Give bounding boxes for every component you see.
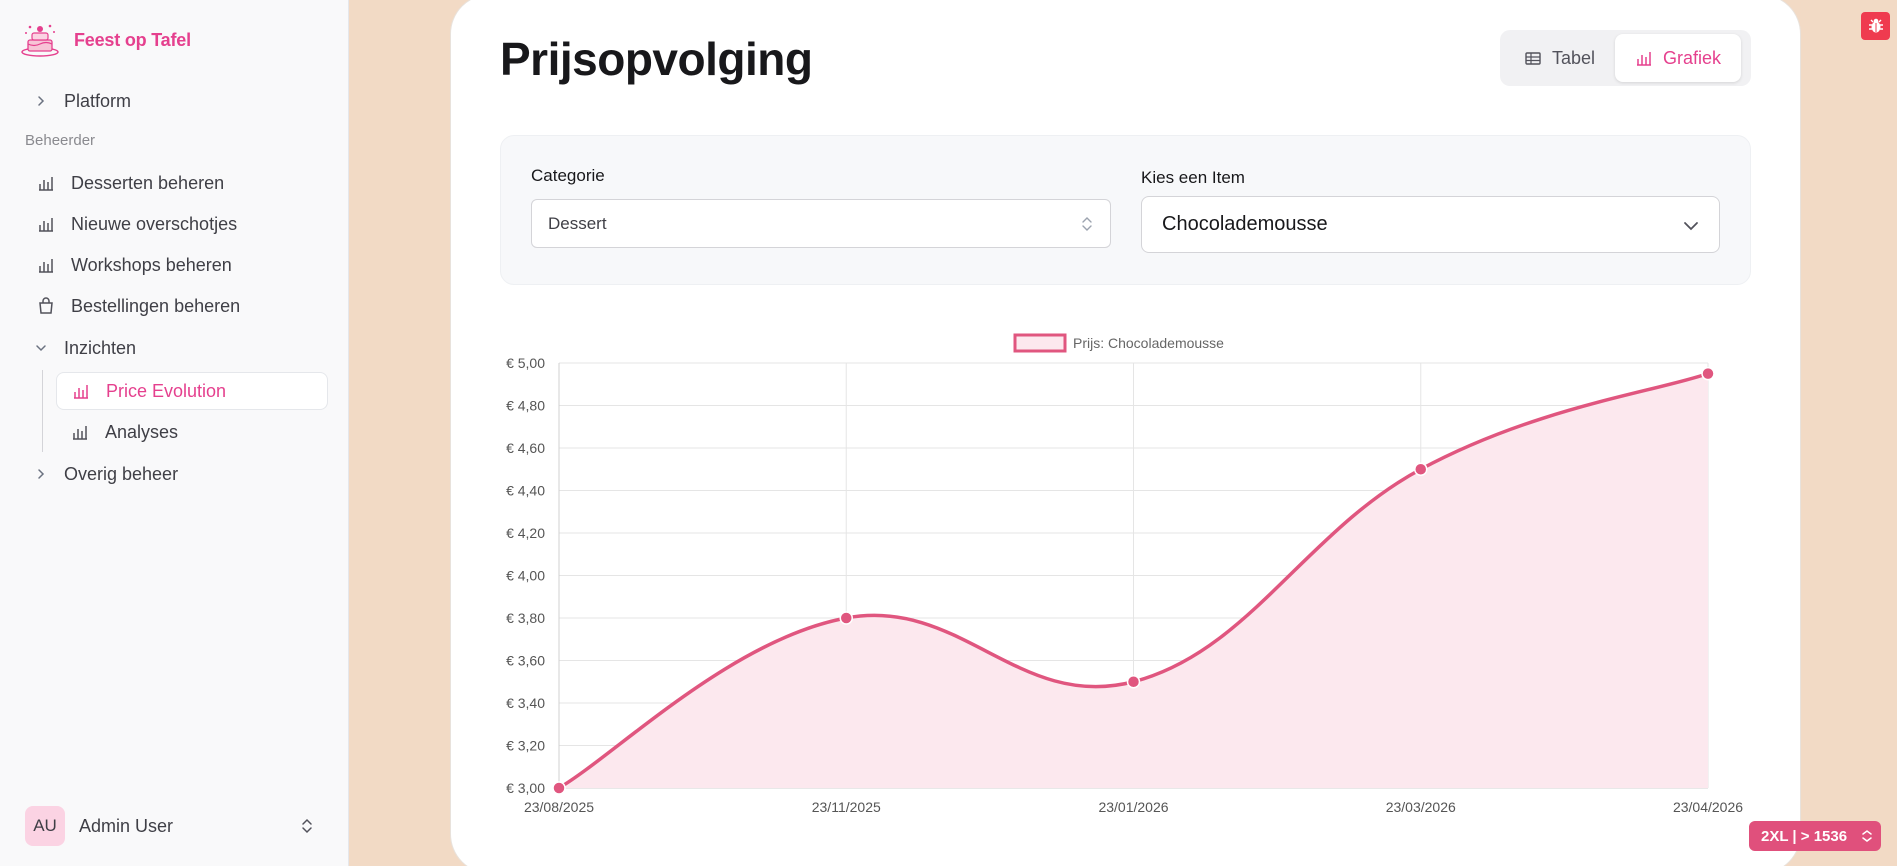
chart-area-fill xyxy=(559,373,1708,788)
sidebar-item-label: Analyses xyxy=(105,421,179,442)
nav-platform-label: Platform xyxy=(64,90,132,111)
sidebar-item-bestellingen[interactable]: Bestellingen beheren xyxy=(37,288,240,324)
chevron-down-icon xyxy=(36,345,46,352)
y-tick-label: € 3,20 xyxy=(506,738,545,754)
tab-grafiek-label: Grafiek xyxy=(1663,47,1722,68)
chart-point[interactable] xyxy=(839,611,853,625)
chevron-right-icon xyxy=(38,469,45,479)
cake-logo-icon xyxy=(21,24,59,57)
sidebar-item-price-evolution[interactable]: Price Evolution xyxy=(56,372,328,410)
item-select-value: Chocolademousse xyxy=(1162,213,1328,235)
bar-chart-icon xyxy=(73,426,87,440)
chart-x-ticks: 23/08/2025 23/11/2025 23/01/2026 23/03/2026… xyxy=(524,799,1743,815)
chevrons-up-down-icon xyxy=(1082,217,1092,231)
x-tick-label: 23/11/2025 xyxy=(812,799,881,815)
submenu-rail xyxy=(42,370,43,452)
chart-point[interactable] xyxy=(1701,366,1715,381)
chart-point[interactable] xyxy=(1126,675,1141,689)
sidebar-item-label: Bestellingen beheren xyxy=(71,295,241,316)
legend-swatch xyxy=(1013,333,1067,353)
chevron-down-icon xyxy=(1684,222,1698,231)
user-menu[interactable]: AU Admin User xyxy=(25,806,321,846)
chart-points xyxy=(552,366,1715,795)
avatar: AU xyxy=(25,806,65,846)
y-tick-label: € 3,40 xyxy=(506,695,545,711)
sidebar-item-label: Nieuwe overschotjes xyxy=(71,213,238,234)
y-tick-label: € 4,20 xyxy=(506,525,545,541)
category-select[interactable]: Dessert xyxy=(531,199,1111,248)
bar-chart-icon xyxy=(39,177,53,191)
sidebar-item-overschotjes[interactable]: Nieuwe overschotjes xyxy=(37,206,237,242)
tab-grafiek[interactable]: Grafiek xyxy=(1615,34,1742,82)
x-tick-label: 23/08/2025 xyxy=(524,799,594,815)
category-label: Categorie xyxy=(531,166,605,185)
x-tick-label: 23/03/2026 xyxy=(1386,799,1456,815)
chevron-right-icon xyxy=(38,96,45,106)
sidebar-item-workshops[interactable]: Workshops beheren xyxy=(37,247,232,283)
table-icon xyxy=(1525,52,1541,65)
y-tick-label: € 3,80 xyxy=(506,610,545,626)
brand[interactable]: Feest op Tafel xyxy=(20,22,191,58)
chevrons-up-down-icon xyxy=(302,818,312,834)
chart-point[interactable] xyxy=(552,781,566,795)
x-tick-label: 23/04/2026 xyxy=(1673,799,1743,815)
nav-overig-beheer[interactable]: Overig beheer xyxy=(34,456,178,492)
y-tick-label: € 4,60 xyxy=(506,440,545,456)
y-tick-label: € 5,00 xyxy=(506,355,545,371)
y-tick-label: € 4,40 xyxy=(506,483,545,499)
debug-button[interactable] xyxy=(1861,12,1890,40)
chart-point[interactable] xyxy=(1414,462,1428,476)
view-toggle: Tabel Grafiek xyxy=(1500,30,1751,86)
bar-chart-icon xyxy=(1637,52,1652,66)
sidebar-item-desserten[interactable]: Desserten beheren xyxy=(37,165,224,201)
y-tick-label: € 4,00 xyxy=(506,568,545,584)
x-tick-label: 23/01/2026 xyxy=(1098,799,1168,815)
tab-tabel-label: Tabel xyxy=(1552,47,1596,68)
breakpoint-badge[interactable]: 2XL | > 1536 xyxy=(1749,821,1881,851)
item-label: Kies een Item xyxy=(1141,168,1245,187)
bar-chart-icon xyxy=(39,259,53,273)
bug-icon xyxy=(1868,18,1883,33)
chevrons-up-down-icon xyxy=(1862,830,1872,842)
nav-platform[interactable]: Platform xyxy=(34,83,131,119)
bar-chart-icon xyxy=(74,385,88,399)
sidebar-item-label: Workshops beheren xyxy=(71,254,232,275)
nav-overig-label: Overig beheer xyxy=(64,463,179,484)
category-select-value: Dessert xyxy=(548,213,607,233)
sidebar-item-label: Desserten beheren xyxy=(71,172,225,193)
page-title: Prijsopvolging xyxy=(500,33,813,85)
brand-name: Feest op Tafel xyxy=(74,29,191,50)
bar-chart-icon xyxy=(39,218,53,232)
sidebar-item-analyses[interactable]: Analyses xyxy=(71,414,178,450)
shopping-bag-icon xyxy=(39,297,53,314)
user-name: Admin User xyxy=(79,815,174,836)
nav-inzichten-label: Inzichten xyxy=(64,337,137,358)
chart-y-ticks: € 3,00 € 3,20 € 3,40 € 3,60 € 3,80 € 4,00 € 4,… xyxy=(506,355,545,796)
tab-tabel[interactable]: Tabel xyxy=(1504,34,1615,82)
price-line-chart: € 3,00 € 3,20 € 3,40 € 3,60 € 3,80 € 4,00 € 4,… xyxy=(506,333,1743,815)
sidebar: Feest op Tafel Platform Beheerder Desser… xyxy=(0,0,349,866)
y-tick-label: € 4,80 xyxy=(506,398,545,414)
chart-legend[interactable]: Prijs: Chocolademousse xyxy=(1013,333,1224,353)
y-tick-label: € 3,60 xyxy=(506,653,545,669)
nav-inzichten[interactable]: Inzichten xyxy=(34,330,136,366)
section-label: Beheerder xyxy=(25,132,96,149)
sidebar-item-label: Price Evolution xyxy=(106,380,227,401)
y-tick-label: € 3,00 xyxy=(506,780,545,796)
item-select[interactable]: Chocolademousse xyxy=(1141,196,1720,253)
legend-label: Prijs: Chocolademousse xyxy=(1073,335,1224,351)
breakpoint-label: 2XL | > 1536 xyxy=(1761,827,1848,845)
